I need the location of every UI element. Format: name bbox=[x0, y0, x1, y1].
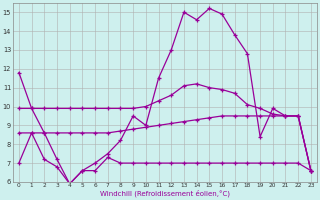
X-axis label: Windchill (Refroidissement éolien,°C): Windchill (Refroidissement éolien,°C) bbox=[100, 190, 230, 197]
